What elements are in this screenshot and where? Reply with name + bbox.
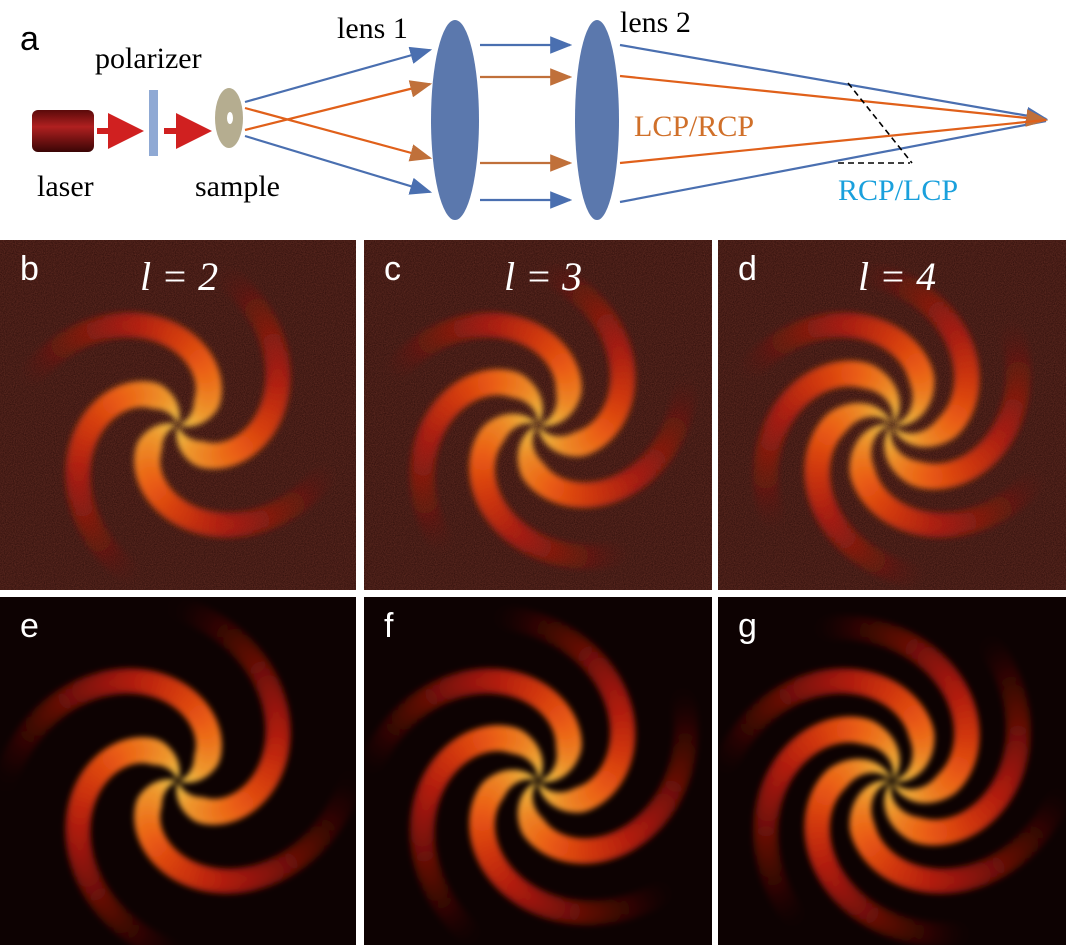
polarizer	[149, 90, 158, 156]
label: laser	[37, 170, 94, 203]
panel-label: g	[738, 607, 757, 645]
panel-label: a	[20, 20, 39, 58]
label: polarizer	[95, 42, 202, 75]
panel-content	[363, 597, 712, 945]
label: LCP/RCP	[634, 110, 754, 143]
label: sample	[195, 170, 280, 203]
setup-diagram: a laser polarizer sample lens 1 lens 2	[20, 6, 1046, 220]
image-panel: c l = 3	[363, 240, 712, 593]
lens	[575, 20, 619, 220]
laser	[32, 110, 94, 152]
label: lens 2	[620, 6, 691, 39]
label: lens 1	[337, 12, 408, 45]
panel-caption: l = 3	[504, 254, 582, 299]
panel-content	[717, 597, 1067, 945]
beam	[245, 84, 430, 130]
panel-caption: l = 2	[140, 254, 218, 299]
panel-label: d	[738, 250, 757, 288]
lens	[431, 20, 479, 220]
panel-label: c	[384, 250, 401, 288]
label: RCP/LCP	[838, 174, 958, 207]
panel-label: e	[20, 607, 39, 645]
image-panel: f	[363, 597, 712, 945]
image-panel: b l = 2	[0, 240, 356, 602]
panel-label: b	[20, 250, 39, 288]
figure-svg: a laser polarizer sample lens 1 lens 2	[0, 0, 1070, 945]
panel-content	[0, 597, 356, 945]
figure: a laser polarizer sample lens 1 lens 2	[0, 0, 1070, 945]
beam	[245, 50, 430, 102]
dashed-guide	[838, 83, 912, 163]
image-panel: d l = 4	[717, 240, 1067, 590]
image-panel: e	[0, 597, 356, 945]
panel-caption: l = 4	[858, 254, 936, 299]
panel-label: f	[384, 607, 394, 645]
image-panel: g	[717, 597, 1067, 945]
beam	[245, 108, 430, 158]
sample-hole	[227, 112, 233, 124]
